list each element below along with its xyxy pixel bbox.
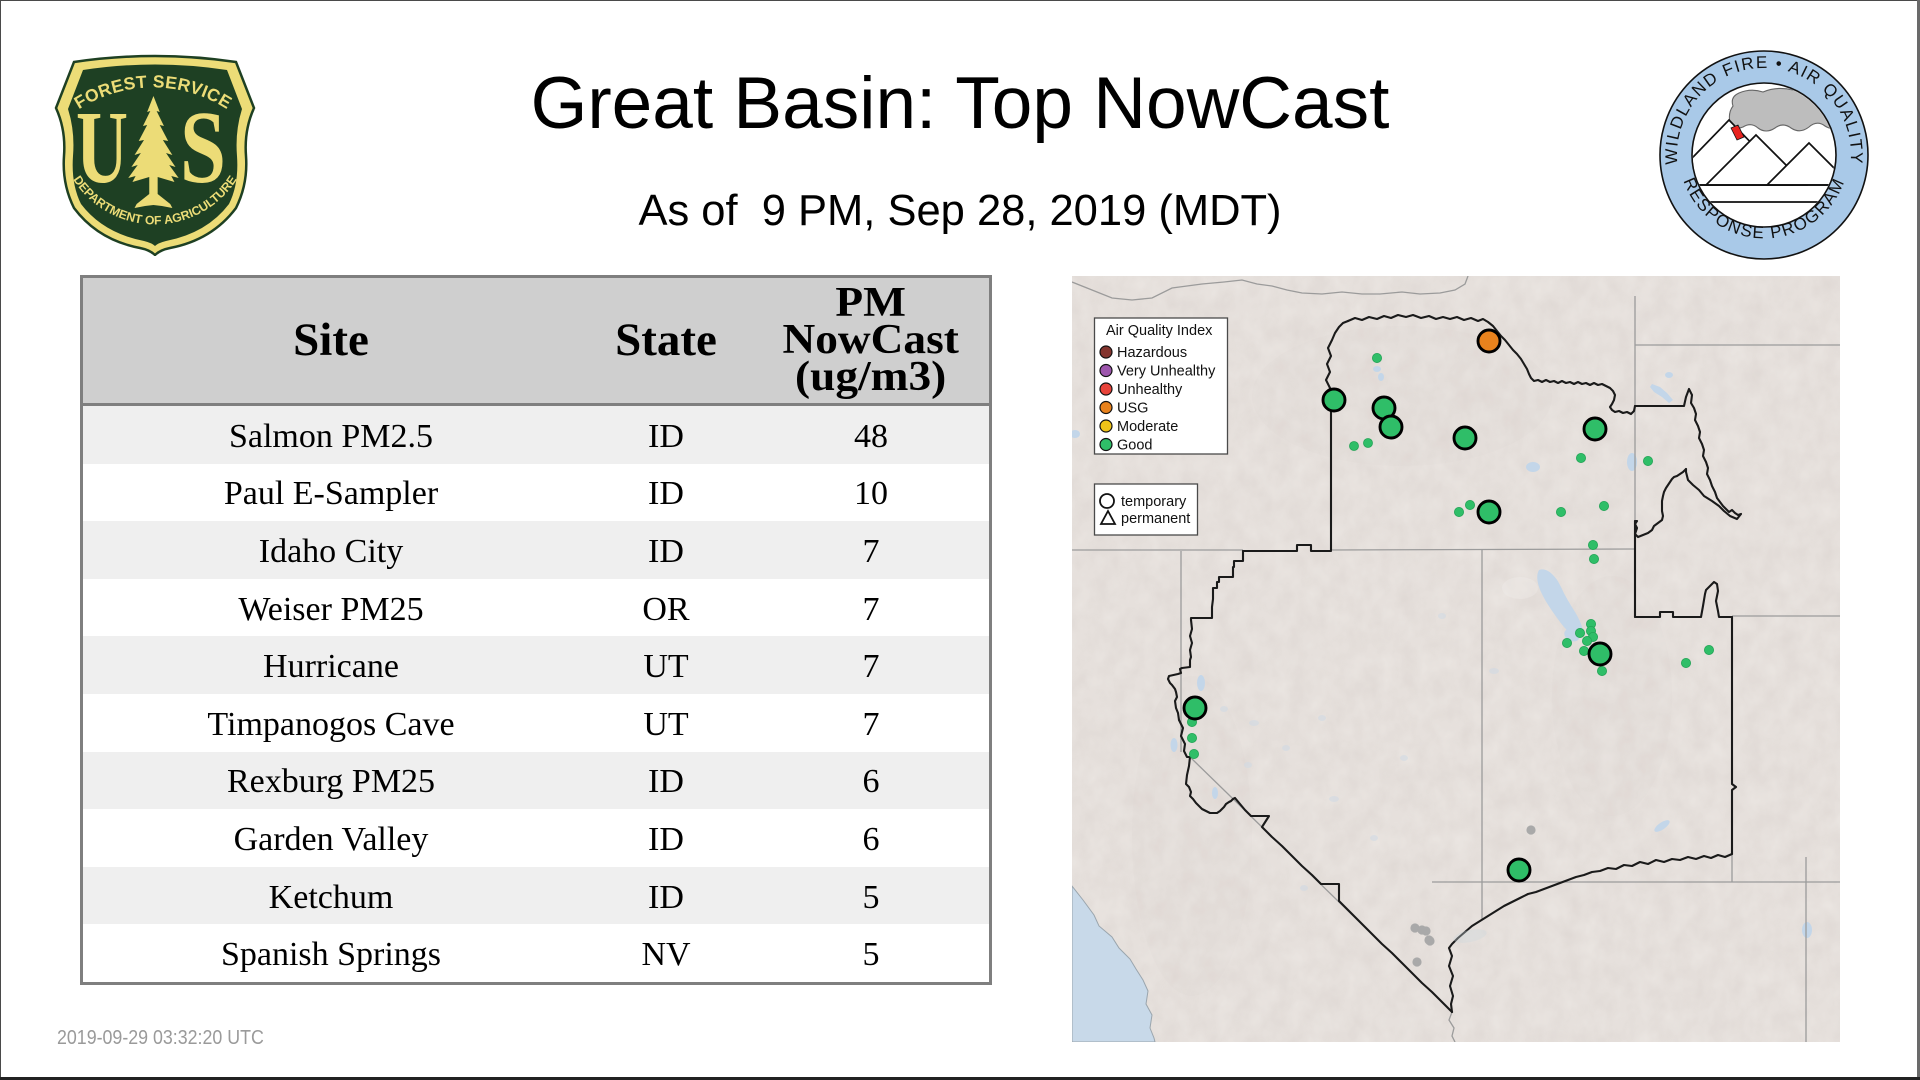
svg-text:Air Quality Index: Air Quality Index (1106, 323, 1213, 339)
svg-text:Hazardous: Hazardous (1117, 345, 1187, 361)
svg-text:S: S (180, 90, 226, 205)
svg-text:Good: Good (1117, 438, 1152, 454)
svg-text:temporary: temporary (1121, 494, 1187, 510)
svg-text:Moderate: Moderate (1117, 419, 1178, 435)
svg-text:Unhealthy: Unhealthy (1117, 382, 1183, 398)
svg-text:Very Unhealthy: Very Unhealthy (1117, 364, 1216, 380)
svg-text:permanent: permanent (1121, 511, 1190, 527)
svg-text:U: U (76, 90, 128, 205)
svg-text:USG: USG (1117, 401, 1148, 417)
